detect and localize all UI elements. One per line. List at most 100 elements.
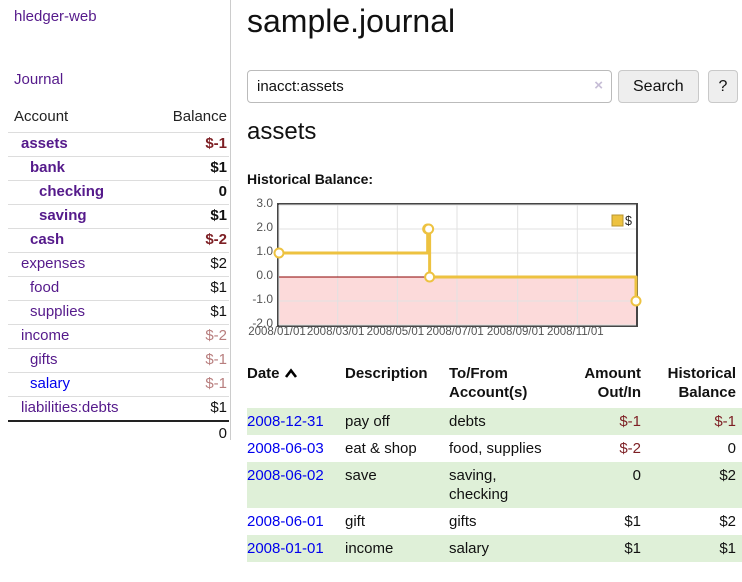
account-row: salary $-1 <box>8 372 229 397</box>
historical-balance-chart: $ 3.0 2.0 1.0 0.0 -1.0 -2.0 2008/01/01 2008/03/… <box>247 196 742 348</box>
register-accounts: salary <box>449 535 567 562</box>
help-button[interactable]: ? <box>708 70 738 103</box>
account-balance: $1 <box>158 156 229 181</box>
y-axis-tick-label: -1.0 <box>252 292 273 306</box>
register-header-description: Description <box>345 365 428 382</box>
data-point-marker <box>273 247 285 259</box>
account-link[interactable]: checking <box>39 183 105 200</box>
account-link[interactable]: bank <box>30 159 66 176</box>
register-amount: 0 <box>567 462 647 508</box>
register-table: Date Description To/From Account(s) Amou… <box>247 362 742 562</box>
account-row: liabilities:debts $1 <box>8 396 229 422</box>
clear-search-icon[interactable]: × <box>594 77 603 94</box>
search-button[interactable]: Search <box>618 70 699 103</box>
accounts-body: assets $-1 bank $1 checking 0 saving $1 cash $-2 e… <box>8 132 229 447</box>
register-accounts: food, supplies <box>449 440 542 457</box>
account-link[interactable]: income <box>21 327 70 344</box>
sidebar: hledger-web Journal Account Balance asse… <box>0 0 231 442</box>
account-link[interactable]: saving <box>39 207 87 224</box>
register-row: 2008-12-31 pay off debts $-1 $-1 <box>247 408 742 435</box>
y-axis-tick-label: 2.0 <box>256 220 273 234</box>
register-date-link[interactable]: 2008-12-31 <box>247 413 324 430</box>
account-balance: $2 <box>158 252 229 277</box>
search-form: × Search ? <box>247 70 738 103</box>
register-balance: 0 <box>727 440 736 457</box>
x-axis-tick-label: 2008/03/01 <box>306 326 365 338</box>
register-header-row: Date Description To/From Account(s) Amou… <box>247 362 742 408</box>
x-axis-tick-label: 2008/07/01 <box>426 326 484 338</box>
legend-label: $ <box>625 214 632 228</box>
legend-swatch <box>611 214 624 227</box>
account-link[interactable]: gifts <box>30 351 58 368</box>
y-axis-tick-label: -2.0 <box>252 316 273 330</box>
y-axis-tick-label: 1.0 <box>256 244 273 258</box>
x-axis-tick-label: 2008/05/01 <box>366 326 425 338</box>
sidebar-item-journal[interactable]: Journal <box>14 71 64 88</box>
register-date-link[interactable]: 2008-06-03 <box>247 440 324 457</box>
balance-chart-plot: $ <box>273 203 642 327</box>
account-balance: $-2 <box>158 324 229 349</box>
account-balance: $1 <box>158 300 229 325</box>
register-header-accounts: To/From Account(s) <box>449 365 528 401</box>
search-input[interactable] <box>247 70 612 103</box>
register-accounts: gifts <box>449 513 477 530</box>
account-balance: $-2 <box>158 228 229 253</box>
accounts-table: Account Balance assets $-1 bank $1 checking 0… <box>8 104 229 446</box>
register-header-amount: Amount Out/In <box>584 365 641 401</box>
register-balance: $-1 <box>647 408 742 435</box>
register-balance: $2 <box>719 513 736 530</box>
account-row: assets $-1 <box>8 132 229 157</box>
account-balance: $-1 <box>158 372 229 397</box>
accounts-header-row: Account Balance <box>8 104 229 133</box>
register-row: 2008-01-01 income salary $1 $1 <box>247 535 742 562</box>
register-row: 2008-06-01 gift gifts $1 $2 <box>247 508 742 535</box>
account-title: assets <box>247 118 317 145</box>
account-link[interactable]: supplies <box>30 303 86 320</box>
accounts-total-row: 0 <box>8 421 229 446</box>
account-row: cash $-2 <box>8 228 229 253</box>
register-date-link[interactable]: 2008-06-02 <box>247 467 324 484</box>
data-point-marker <box>630 295 642 307</box>
register-header-date[interactable]: Date <box>247 362 345 408</box>
accounts-header-balance: Balance <box>158 104 229 133</box>
register-description: income <box>345 535 449 562</box>
account-balance: 0 <box>158 180 229 205</box>
account-row: checking 0 <box>8 180 229 205</box>
register-balance: $1 <box>647 535 742 562</box>
register-description: eat & shop <box>345 440 417 457</box>
account-row: bank $1 <box>8 156 229 181</box>
register-description: save <box>345 462 449 508</box>
y-axis-tick-label: 3.0 <box>256 196 273 210</box>
register-header-balance: Historical Balance <box>667 365 736 401</box>
app-title-link[interactable]: hledger-web <box>14 8 97 25</box>
x-axis-tick-label: 2008/11/01 <box>546 326 604 338</box>
register-amount: $-1 <box>567 408 647 435</box>
account-balance: $-1 <box>158 348 229 373</box>
register-accounts: debts <box>449 408 567 435</box>
register-amount: $1 <box>624 513 641 530</box>
register-date-link[interactable]: 2008-06-01 <box>247 513 324 530</box>
account-link[interactable]: salary <box>30 375 71 392</box>
account-link[interactable]: liabilities:debts <box>21 399 119 416</box>
account-link[interactable]: cash <box>30 231 65 248</box>
register-description: pay off <box>345 408 449 435</box>
sort-ascending-icon <box>284 368 297 378</box>
account-row: supplies $1 <box>8 300 229 325</box>
register-body: 2008-12-31 pay off debts $-1 $-1 2008-06-03 ea… <box>247 408 742 562</box>
register-row: 2008-06-02 save saving, checking 0 $2 <box>247 462 742 508</box>
register-row: 2008-06-03 eat & shop food, supplies $-2 0 <box>247 435 742 462</box>
accounts-total-balance: 0 <box>218 425 227 442</box>
search-input-wrap: × <box>247 70 612 103</box>
account-balance: $1 <box>158 204 229 229</box>
register-description: gift <box>345 513 366 530</box>
account-link[interactable]: food <box>30 279 60 296</box>
register-date-link[interactable]: 2008-01-01 <box>247 540 324 557</box>
y-axis-tick-label: 0.0 <box>256 268 273 282</box>
page-title: sample.journal <box>247 3 456 39</box>
x-axis-tick-label: 2008/01/01 <box>248 326 306 338</box>
main-content: sample.journal × Search ? assets Histori… <box>247 0 742 582</box>
account-link[interactable]: expenses <box>21 255 86 272</box>
register-accounts: saving, checking <box>449 462 567 508</box>
account-row: gifts $-1 <box>8 348 229 373</box>
account-link[interactable]: assets <box>21 135 68 152</box>
